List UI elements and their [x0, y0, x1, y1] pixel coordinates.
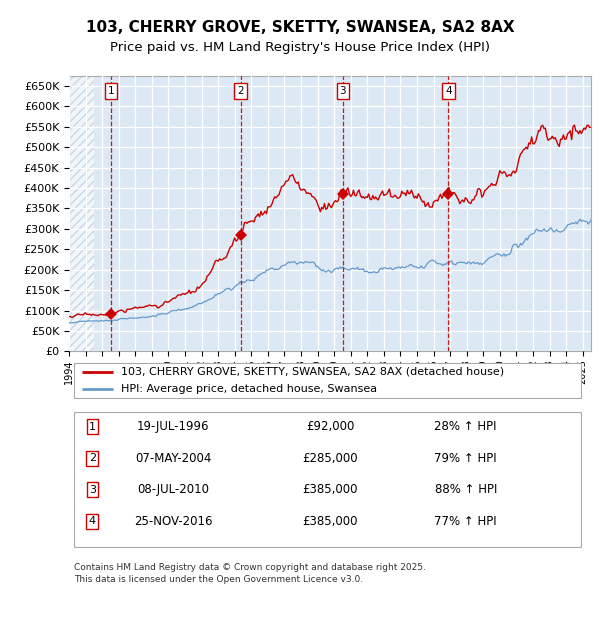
Text: Contains HM Land Registry data © Crown copyright and database right 2025.
This d: Contains HM Land Registry data © Crown c…: [74, 563, 426, 584]
Text: 4: 4: [445, 86, 452, 96]
Text: 19-JUL-1996: 19-JUL-1996: [137, 420, 209, 433]
Text: £385,000: £385,000: [302, 515, 358, 528]
Text: 2: 2: [237, 86, 244, 96]
Text: £92,000: £92,000: [306, 420, 354, 433]
Bar: [69, 76, 94, 352]
Text: 4: 4: [89, 516, 96, 526]
Text: 1: 1: [89, 422, 96, 432]
Text: 1: 1: [108, 86, 115, 96]
Text: 77% ↑ HPI: 77% ↑ HPI: [434, 515, 497, 528]
FancyBboxPatch shape: [74, 412, 581, 547]
Text: 103, CHERRY GROVE, SKETTY, SWANSEA, SA2 8AX (detached house): 103, CHERRY GROVE, SKETTY, SWANSEA, SA2 …: [121, 366, 505, 376]
Text: 3: 3: [340, 86, 346, 96]
Text: 2: 2: [89, 453, 96, 463]
Text: £285,000: £285,000: [302, 451, 358, 464]
Text: 3: 3: [89, 485, 96, 495]
Text: HPI: Average price, detached house, Swansea: HPI: Average price, detached house, Swan…: [121, 384, 377, 394]
Text: 28% ↑ HPI: 28% ↑ HPI: [434, 420, 497, 433]
Text: 07-MAY-2004: 07-MAY-2004: [135, 451, 212, 464]
Text: 25-NOV-2016: 25-NOV-2016: [134, 515, 212, 528]
Text: 08-JUL-2010: 08-JUL-2010: [137, 483, 209, 496]
Text: £385,000: £385,000: [302, 483, 358, 496]
Text: 88% ↑ HPI: 88% ↑ HPI: [434, 483, 497, 496]
Text: 103, CHERRY GROVE, SKETTY, SWANSEA, SA2 8AX: 103, CHERRY GROVE, SKETTY, SWANSEA, SA2 …: [86, 20, 514, 35]
Text: Price paid vs. HM Land Registry's House Price Index (HPI): Price paid vs. HM Land Registry's House …: [110, 41, 490, 53]
Text: 79% ↑ HPI: 79% ↑ HPI: [434, 451, 497, 464]
FancyBboxPatch shape: [74, 363, 581, 397]
